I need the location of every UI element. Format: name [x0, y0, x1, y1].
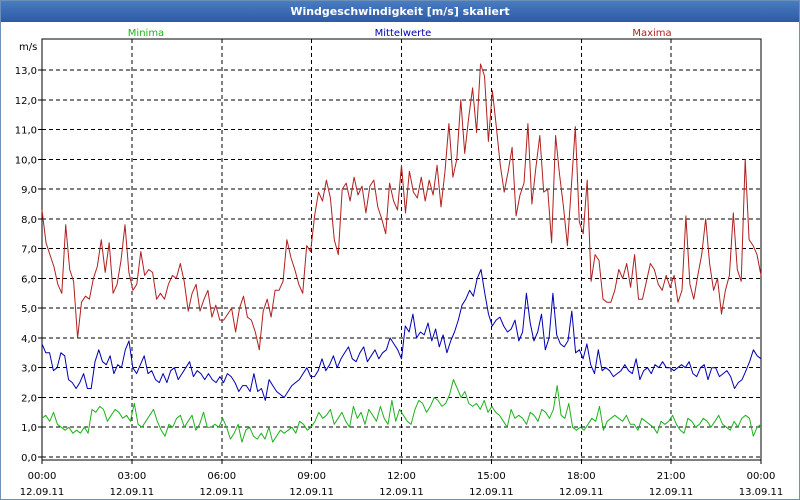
y-tick-label: 11,0	[15, 126, 37, 137]
x-tick-time: 00:00	[28, 471, 57, 482]
grid	[42, 39, 761, 460]
y-tick-label: 2,0	[21, 393, 37, 404]
x-tick-time: 06:00	[207, 471, 236, 482]
y-tick-label: 6,0	[21, 274, 37, 285]
y-tick-label: 13,0	[15, 66, 37, 77]
y-tick-label: 12,0	[15, 96, 37, 107]
x-tick-date: 12.09.11	[649, 487, 694, 498]
x-tick-time: 21:00	[657, 471, 686, 482]
x-tick-date: 12.09.11	[469, 487, 514, 498]
legend-maxima: Maxima	[632, 28, 671, 39]
series-line-minima	[41, 379, 762, 443]
y-tick-label: 4,0	[21, 334, 37, 345]
legend-mittelwerte: Mittelwerte	[375, 28, 432, 39]
x-tick-date: 13.09.11	[739, 487, 784, 498]
y-tick-label: 5,0	[21, 304, 37, 315]
x-tick-time: 12:00	[387, 471, 416, 482]
series-line-maxima	[41, 63, 762, 351]
chart-title: Windgeschwindigkeit [m/s] skaliert	[1, 1, 799, 22]
x-tick-time: 09:00	[297, 471, 326, 482]
y-tick-label: 1,0	[21, 423, 37, 434]
x-tick-time: 00:00	[747, 471, 776, 482]
x-tick-date: 12.09.11	[289, 487, 334, 498]
y-tick-label: 8,0	[21, 215, 37, 226]
y-tick-label: 7,0	[21, 245, 37, 256]
y-tick-label: 10,0	[15, 155, 37, 166]
y-tick-label: 9,0	[21, 185, 37, 196]
x-tick-date: 12.09.11	[199, 487, 244, 498]
y-tick-label: 3,0	[21, 364, 37, 375]
x-tick-time: 18:00	[567, 471, 596, 482]
x-axis: 00:00 12.09.11 03:00 12.09.11 06:00 12.09.11 0…	[20, 460, 784, 498]
x-tick-date: 12.09.11	[20, 487, 65, 498]
x-tick-date: 12.09.11	[110, 487, 155, 498]
y-axis-label: m/s	[19, 42, 37, 53]
x-tick-date: 12.09.11	[379, 487, 424, 498]
legend-minima: Minima	[128, 28, 164, 39]
y-axis: 0,0 1,0 2,0 3,0 4,0 5,0 6,0 7,0 8,0 9,0 10,0 11,0 12…	[15, 66, 42, 464]
x-tick-time: 15:00	[477, 471, 506, 482]
series-line-mittelwerte	[41, 269, 762, 401]
y-tick-label: 0,0	[21, 453, 37, 464]
x-tick-date: 12.09.11	[559, 487, 604, 498]
series-group	[41, 63, 762, 443]
x-tick-time: 03:00	[117, 471, 146, 482]
